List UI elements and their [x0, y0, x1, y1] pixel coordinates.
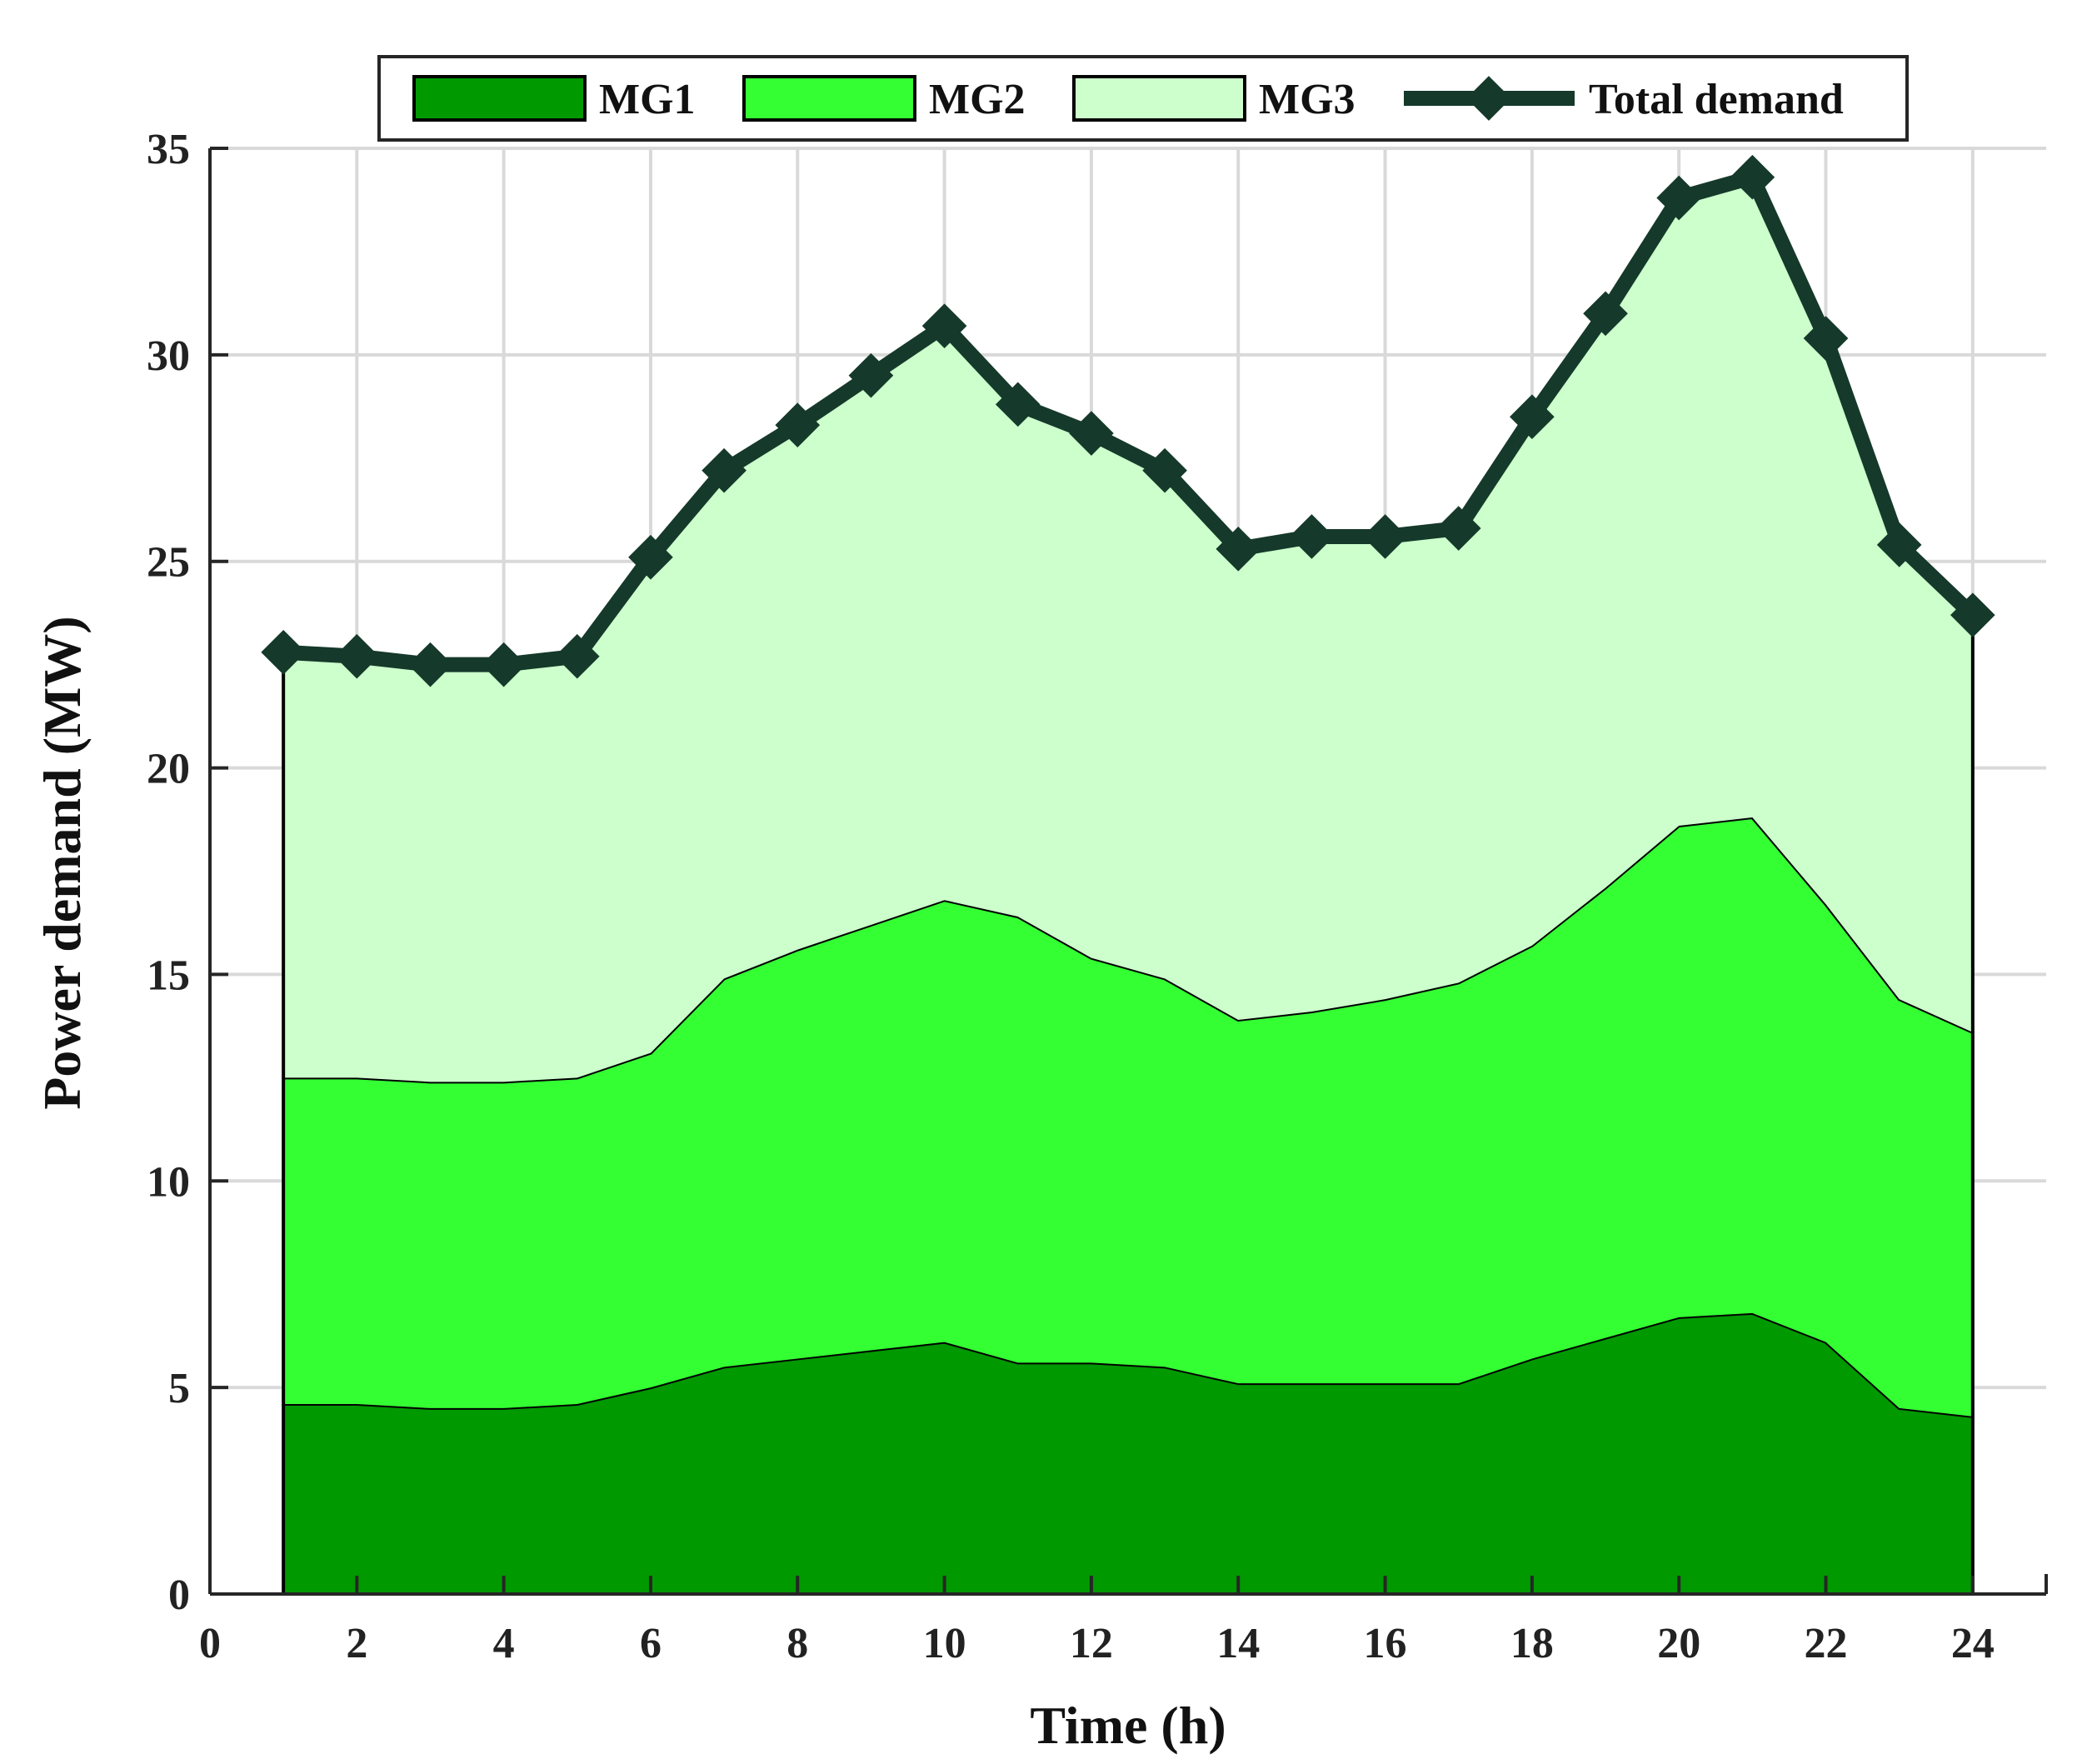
total-demand-marker — [1435, 506, 1481, 551]
total-demand-marker — [995, 382, 1041, 427]
y-tick-label: 10 — [147, 1158, 190, 1206]
total-demand-marker — [334, 633, 380, 679]
total-demand-line — [261, 154, 1995, 687]
total-demand-marker — [261, 629, 306, 675]
total-demand-marker — [1069, 411, 1114, 456]
legend-swatch-mg1 — [412, 75, 587, 122]
total-demand-marker — [1510, 394, 1555, 440]
total-demand-marker — [701, 447, 746, 493]
legend-swatch-total-marker — [1466, 76, 1511, 121]
x-tick-label: 22 — [1805, 1620, 1848, 1667]
total-demand-marker — [848, 352, 894, 398]
total-demand-marker — [1730, 154, 1775, 200]
x-tick-label: 4 — [493, 1620, 515, 1667]
axes — [208, 148, 2048, 1596]
total-demand-marker — [775, 402, 821, 447]
y-tick-label: 20 — [147, 746, 190, 793]
y-axis-ticks: 0 5 10 15 20 25 30 35 — [147, 126, 228, 1619]
x-tick-label: 2 — [346, 1620, 367, 1667]
x-tick-label: 6 — [640, 1620, 662, 1667]
x-axis-ticks: 0 2 4 6 8 10 12 14 16 18 20 22 24 — [199, 1576, 1995, 1667]
y-tick-label: 15 — [147, 952, 190, 999]
x-tick-label: 8 — [786, 1620, 808, 1667]
total-demand-marker — [628, 534, 673, 580]
x-tick-label: 24 — [1951, 1620, 1995, 1667]
total-demand-marker — [1289, 514, 1335, 559]
legend: MG1 MG2 MG3 Total demand — [377, 55, 1909, 142]
y-tick-label: 0 — [168, 1572, 190, 1619]
area-mg2 — [283, 817, 1973, 1417]
legend-label: Total demand — [1589, 76, 1844, 123]
legend-swatch-mg3 — [1072, 75, 1246, 122]
legend-label: MG2 — [929, 76, 1026, 123]
total-demand-marker — [554, 633, 600, 679]
x-axis-title: Time (h) — [1030, 1696, 1226, 1755]
total-demand-marker — [1803, 316, 1849, 361]
total-demand-marker — [921, 303, 967, 348]
total-demand-marker — [1583, 291, 1628, 337]
legend-swatch-mg2 — [742, 75, 916, 122]
total-demand-marker — [481, 642, 527, 687]
total-demand-marker — [1362, 514, 1408, 559]
x-tick-label: 18 — [1510, 1620, 1554, 1667]
y-tick-label: 30 — [147, 332, 190, 380]
legend-label: MG1 — [599, 76, 696, 123]
total-demand-marker — [1216, 527, 1261, 572]
x-tick-label: 20 — [1657, 1620, 1700, 1667]
total-demand-marker — [1656, 175, 1702, 221]
area-mg1 — [283, 1312, 1973, 1594]
y-tick-label: 5 — [168, 1365, 190, 1412]
x-tick-label: 12 — [1070, 1620, 1113, 1667]
total-demand-marker — [1876, 522, 1922, 567]
y-tick-label: 35 — [147, 126, 190, 173]
y-axis-title: Power demand (MW) — [32, 616, 92, 1110]
total-demand-marker — [1142, 447, 1187, 493]
x-tick-label: 0 — [199, 1620, 221, 1667]
total-demand-marker — [1950, 592, 1995, 637]
x-tick-label: 10 — [923, 1620, 966, 1667]
total-demand-marker — [407, 642, 453, 687]
x-tick-label: 14 — [1216, 1620, 1260, 1667]
x-tick-label: 16 — [1364, 1620, 1407, 1667]
legend-label: MG3 — [1259, 76, 1356, 123]
y-tick-label: 25 — [147, 539, 190, 587]
